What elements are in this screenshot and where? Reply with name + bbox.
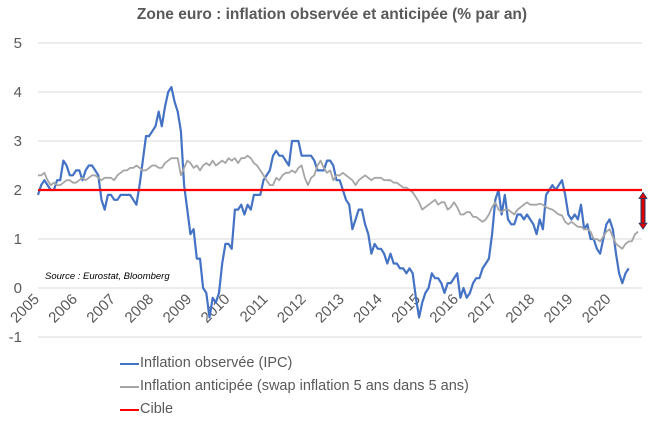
legend-label-target: Cible	[140, 401, 174, 417]
y-axis-ticks: 5 4 3 2 1 0 -1	[9, 35, 22, 346]
x-tick-label: 2016	[426, 291, 462, 327]
x-tick-label: 2014	[350, 291, 386, 327]
x-tick-label: 2012	[274, 291, 310, 327]
x-tick-label: 2013	[312, 291, 348, 327]
chart-title: Zone euro : inflation observée et antici…	[136, 6, 528, 23]
x-tick-label: 2006	[45, 291, 81, 327]
x-tick-label: 2018	[503, 291, 539, 327]
gap-arrow-head-up	[638, 191, 648, 199]
y-tick-label: 1	[14, 231, 22, 248]
x-tick-label: 2008	[122, 291, 158, 327]
y-tick-label: 4	[14, 84, 22, 101]
legend-swatch-observed	[120, 362, 139, 365]
legend-swatch-anticipated	[120, 385, 139, 388]
x-axis-ticks: 2005 2006 2007 2008 2009 2010 2011 2012 2013 2014…	[7, 291, 614, 327]
legend-item-observed: Inflation observée (IPC)	[120, 352, 469, 375]
x-tick-label: 2011	[237, 291, 272, 326]
y-tick-label: 3	[14, 133, 22, 150]
series	[36, 85, 642, 319]
y-tick-label: -1	[9, 329, 22, 346]
series-line-observed	[36, 85, 630, 319]
y-tick-label: 2	[14, 182, 22, 199]
x-tick-label: 2019	[541, 291, 577, 327]
series-line-anticipated	[38, 154, 639, 250]
gap-marker	[638, 191, 648, 230]
x-tick-label: 2010	[198, 291, 234, 327]
y-tick-label: 0	[14, 280, 22, 297]
x-tick-label: 2020	[579, 291, 615, 327]
source-note: Source : Eurostat, Bloomberg	[45, 271, 170, 282]
y-tick-label: 5	[14, 35, 22, 52]
legend-label-anticipated: Inflation anticipée (swap inflation 5 an…	[140, 378, 469, 394]
x-tick-label: 2017	[464, 291, 500, 327]
gap-arrow-head-down	[638, 222, 648, 230]
legend-swatch-target	[120, 408, 139, 411]
x-tick-label: 2009	[160, 291, 196, 327]
x-tick-label: 2007	[83, 291, 119, 327]
legend-label-observed: Inflation observée (IPC)	[140, 355, 293, 371]
legend-item-target: Cible	[120, 398, 469, 421]
legend: Inflation observée (IPC) Inflation antic…	[120, 352, 469, 421]
x-tick-label: 2005	[7, 291, 43, 327]
legend-item-anticipated: Inflation anticipée (swap inflation 5 an…	[120, 375, 469, 398]
